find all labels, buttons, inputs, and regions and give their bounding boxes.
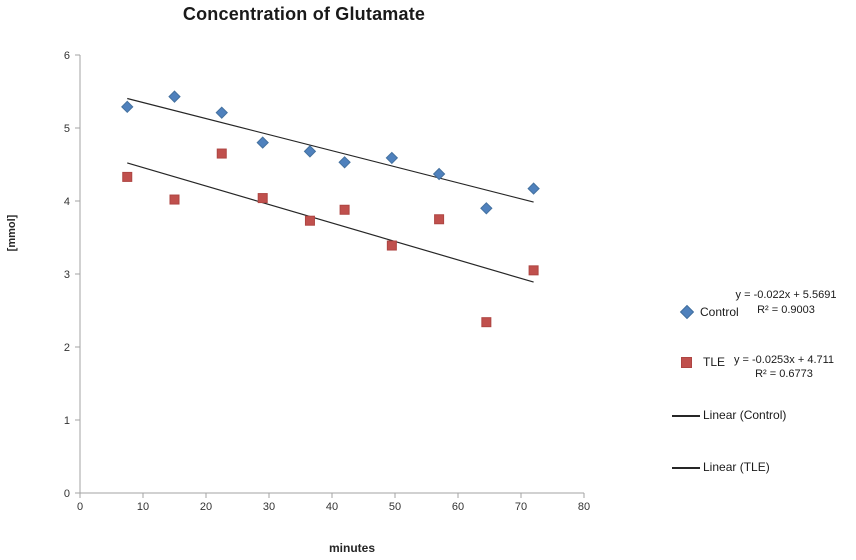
tle-point: [528, 265, 539, 276]
control-point: [480, 202, 493, 215]
linear-control-line-icon: [672, 415, 700, 417]
tle-r-squared: R² = 0.6773: [755, 368, 813, 380]
tle-point: [339, 204, 350, 215]
tle-equation-line: y = -0.0253x + 4.711: [733, 354, 835, 366]
tle-trendline: [127, 162, 534, 283]
x-tick-label: 30: [263, 501, 275, 513]
control-point: [256, 136, 269, 149]
y-tick-label: 5: [64, 123, 70, 135]
x-axis-title: minutes: [328, 541, 375, 555]
y-tick-label: 2: [64, 342, 70, 354]
x-tick-label: 80: [578, 501, 590, 513]
tle-point: [304, 215, 315, 226]
x-tick-label: 20: [200, 501, 212, 513]
linear-tle-line-icon: [672, 467, 700, 469]
x-tick-label: 0: [77, 501, 83, 513]
x-tick-label: 70: [515, 501, 527, 513]
control-point: [215, 106, 228, 119]
control-diamond-icon: [679, 304, 695, 320]
x-tick-label: 10: [137, 501, 149, 513]
tle-point: [257, 193, 268, 204]
x-tick-label: 40: [326, 501, 338, 513]
legend-label-control: Control: [700, 305, 739, 319]
legend-label-linear-control: Linear (Control): [703, 408, 787, 422]
control-r-squared: R² = 0.9003: [757, 304, 815, 316]
legend-label-linear-tle: Linear (TLE): [703, 460, 770, 474]
tle-point: [434, 214, 445, 225]
tle-point: [216, 148, 227, 159]
y-tick-label: 1: [64, 415, 70, 427]
tle-equation: y = -0.0253x + 4.711 R² = 0.6773: [728, 353, 840, 381]
chart-title: Concentration of Glutamate: [182, 4, 426, 24]
control-point: [303, 145, 317, 158]
y-axis-title: [mmol]: [6, 214, 18, 252]
legend-label-tle: TLE: [703, 355, 726, 369]
tle-point: [481, 317, 492, 328]
y-tick-label: 0: [64, 488, 70, 500]
x-tick-label: 60: [452, 501, 464, 513]
control-equation-line: y = -0.022x + 5.5691: [735, 289, 837, 301]
tle-point: [122, 171, 133, 182]
control-point: [527, 182, 540, 195]
control-equation: y = -0.022x + 5.5691 R² = 0.9003: [732, 288, 840, 318]
control-trendline: [127, 97, 534, 203]
x-tick-label: 50: [389, 501, 401, 513]
tle-point: [169, 194, 180, 205]
y-tick-label: 4: [64, 196, 70, 208]
control-point: [168, 90, 181, 103]
control-point: [385, 151, 399, 165]
control-point: [121, 100, 134, 114]
control-point: [432, 167, 446, 181]
legend: Control y = -0.022x + 5.5691 R² = 0.9003…: [660, 280, 856, 495]
control-point: [338, 156, 351, 169]
y-tick-label: 6: [64, 50, 70, 62]
tle-square-icon: [681, 357, 692, 368]
tle-point: [386, 240, 397, 251]
y-tick-label: 3: [64, 269, 70, 281]
